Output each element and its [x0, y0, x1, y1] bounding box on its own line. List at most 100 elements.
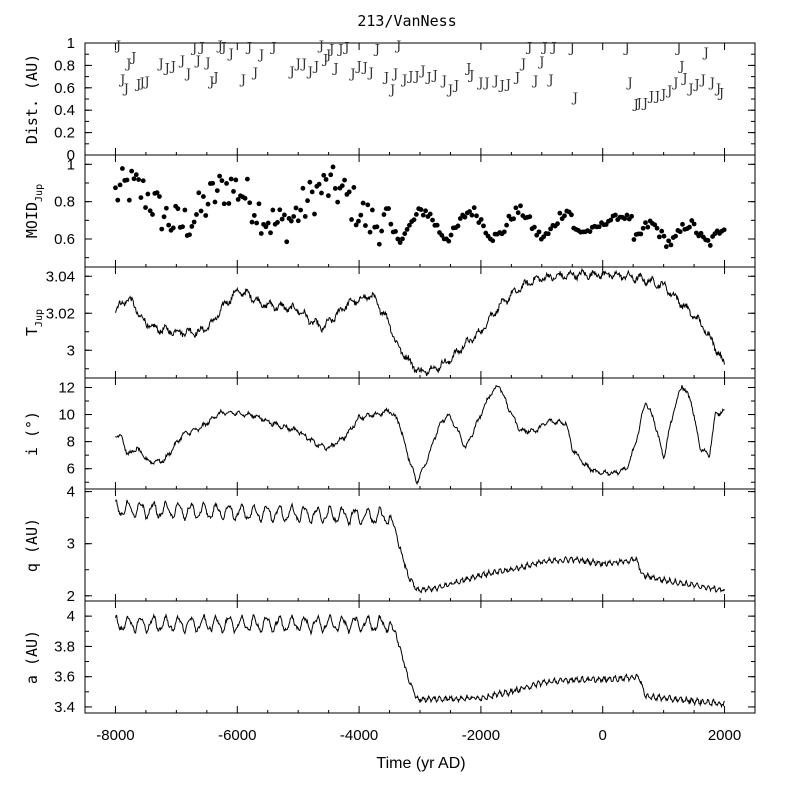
- data-point-moid: [247, 200, 253, 206]
- data-point-j: J: [714, 82, 721, 97]
- data-point-j: J: [327, 43, 334, 58]
- data-point-moid: [587, 229, 593, 234]
- data-point-moid: [175, 206, 181, 212]
- data-point-moid: [439, 232, 445, 238]
- data-point-moid: [705, 238, 711, 243]
- data-point-moid: [423, 208, 429, 214]
- data-point-j: J: [219, 40, 226, 55]
- data-point-moid: [511, 216, 516, 222]
- data-point-moid: [323, 177, 329, 182]
- data-point-j: J: [227, 47, 234, 62]
- panel-a: 3.4 3.6 3.8 4 a (AU): [23, 600, 756, 716]
- data-point-moid: [687, 224, 692, 230]
- data-point-j: J: [203, 56, 210, 71]
- data-point-j: J: [440, 74, 447, 89]
- data-point-moid: [358, 212, 364, 218]
- data-point-moid: [159, 226, 165, 232]
- data-point-moid: [555, 221, 560, 227]
- data-point-moid: [673, 233, 678, 239]
- data-point-j: J: [143, 75, 150, 90]
- data-point-j: J: [412, 69, 419, 84]
- data-point-moid: [302, 214, 308, 219]
- data-point-j: J: [498, 78, 505, 93]
- data-point-moid: [187, 232, 192, 238]
- y-tick-label: 0.6: [54, 231, 75, 248]
- data-point-moid: [474, 213, 479, 219]
- data-point-moid: [545, 231, 551, 237]
- data-point-j: J: [653, 90, 660, 105]
- series-line-a: [115, 613, 725, 709]
- y-tick-label: 2: [67, 588, 75, 605]
- data-point-moid: [129, 168, 135, 174]
- data-point-moid: [339, 183, 345, 189]
- data-point-moid: [198, 208, 204, 214]
- data-point-j: J: [348, 67, 355, 82]
- data-point-moid: [698, 230, 704, 236]
- data-point-moid: [680, 221, 685, 227]
- data-point-moid: [145, 191, 151, 197]
- data-point-moid: [249, 219, 255, 225]
- data-point-moid: [115, 197, 121, 203]
- data-point-moid: [353, 222, 359, 228]
- data-point-moid: [395, 236, 401, 242]
- data-point-moid: [298, 207, 304, 213]
- data-point-j: J: [635, 96, 642, 111]
- data-point-moid: [448, 232, 454, 238]
- x-tick-label: 0: [599, 727, 607, 744]
- data-point-j: J: [157, 57, 164, 72]
- data-point-moid: [666, 238, 672, 244]
- data-point-moid: [527, 214, 533, 220]
- data-point-j: J: [129, 50, 136, 65]
- data-point-moid: [381, 212, 387, 217]
- y-axis-label: q (AU): [23, 518, 41, 572]
- data-point-moid: [217, 173, 223, 179]
- data-point-moid: [143, 205, 148, 210]
- data-point-j: J: [674, 41, 681, 56]
- data-point-moid: [270, 207, 276, 213]
- y-tick-label: 0.6: [54, 80, 75, 97]
- data-point-moid: [196, 190, 202, 196]
- data-point-moid: [235, 197, 241, 202]
- y-tick-label: 3.4: [54, 699, 75, 716]
- data-point-moid: [612, 212, 618, 218]
- data-point-j: J: [118, 73, 125, 88]
- data-point-moid: [268, 230, 273, 236]
- data-point-j: J: [294, 57, 301, 72]
- data-point-moid: [126, 197, 132, 203]
- data-point-moid: [413, 211, 419, 217]
- data-point-j: J: [665, 84, 672, 99]
- data-point-moid: [562, 213, 567, 219]
- data-point-moid: [393, 229, 398, 234]
- data-point-moid: [224, 181, 229, 186]
- data-point-j: J: [178, 54, 185, 69]
- data-point-moid: [490, 238, 496, 244]
- data-point-moid: [351, 185, 357, 190]
- data-point-j: J: [331, 62, 338, 77]
- y-tick-label: 6: [67, 461, 75, 478]
- data-point-moid: [518, 203, 523, 209]
- data-point-moid: [150, 212, 155, 217]
- panel-tjup: 3 3.02 3.04 TJup: [23, 266, 756, 379]
- data-point-moid: [131, 176, 137, 182]
- data-point-j: J: [122, 82, 129, 97]
- data-point-moid: [282, 212, 287, 218]
- data-point-moid: [656, 234, 662, 240]
- y-axis-label: i (°): [23, 411, 41, 456]
- data-point-moid: [244, 176, 250, 182]
- data-point-moid: [481, 223, 486, 229]
- data-point-moid: [400, 236, 405, 242]
- y-tick-label: 3.04: [46, 268, 75, 285]
- y-tick-label: 4: [67, 608, 75, 625]
- data-point-moid: [346, 189, 352, 195]
- x-axis-label: Time (yr AD): [376, 755, 465, 772]
- data-point-j: J: [476, 76, 483, 91]
- data-point-moid: [258, 231, 264, 236]
- data-point-moid: [312, 211, 317, 217]
- data-point-j: J: [406, 69, 413, 84]
- data-point-j: J: [677, 59, 684, 74]
- data-point-moid: [548, 226, 553, 232]
- data-point-moid: [691, 221, 697, 227]
- x-tick-label: -8000: [96, 727, 134, 744]
